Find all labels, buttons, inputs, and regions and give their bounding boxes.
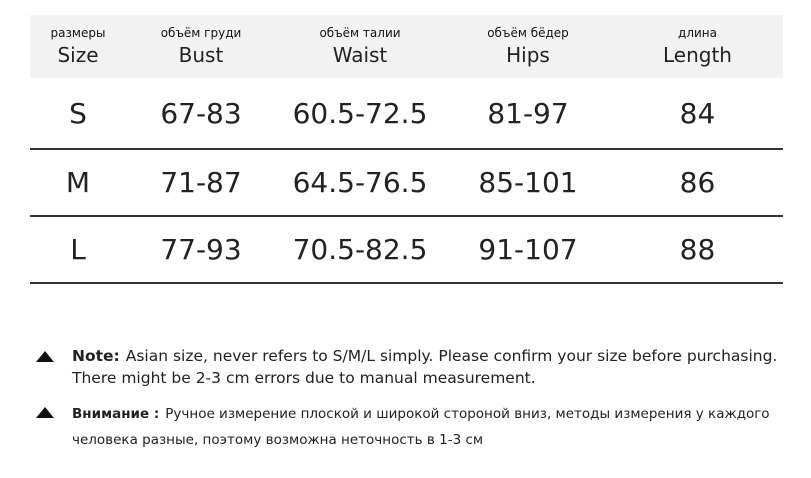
- table-cell: 88: [679, 233, 716, 266]
- table-row: S 67-83 60.5-72.5 81-97 84: [30, 78, 783, 150]
- note: Внимание : Ручное измерение плоской и шир…: [36, 401, 796, 453]
- table-cell: 91-107: [478, 233, 578, 266]
- header-cell: объём талии Waist: [276, 15, 444, 78]
- table-cell: 67-83: [160, 96, 242, 130]
- table-cell: 71-87: [160, 166, 242, 199]
- header-cell: длина Length: [612, 15, 783, 78]
- header-ru: объём груди: [160, 25, 242, 40]
- header-en: Length: [663, 42, 732, 67]
- note-label: Note:: [72, 347, 120, 365]
- table-cell: L: [70, 233, 86, 266]
- note: Note: Asian size, never refers to S/M/L s…: [36, 345, 796, 389]
- note-label: Внимание :: [72, 406, 160, 422]
- note-text: Внимание : Ручное измерение плоской и шир…: [72, 401, 796, 453]
- table-row: L 77-93 70.5-82.5 91-107 88: [30, 217, 783, 284]
- header-en: Hips: [506, 42, 550, 67]
- table-cell: 84: [679, 96, 716, 130]
- header-ru: размеры: [50, 25, 106, 40]
- header-ru: длина: [678, 25, 717, 40]
- header-ru: объём талии: [319, 25, 401, 40]
- header-en: Bust: [178, 42, 224, 67]
- table-cell: M: [65, 166, 91, 199]
- table-cell: 81-97: [487, 96, 569, 130]
- header-cell: объём бёдер Hips: [444, 15, 612, 78]
- note-icon: [36, 407, 54, 418]
- note-icon: [36, 351, 54, 362]
- header-cell: объём груди Bust: [126, 15, 276, 78]
- table-cell: 77-93: [160, 233, 242, 266]
- note-body: Asian size, never refers to S/M/L simply…: [72, 347, 778, 387]
- header-cell: размеры Size: [30, 15, 126, 78]
- note-text: Note: Asian size, never refers to S/M/L s…: [72, 345, 796, 389]
- notes: Note: Asian size, never refers to S/M/L s…: [36, 345, 796, 465]
- table-cell: S: [69, 96, 87, 130]
- table-row: M 71-87 64.5-76.5 85-101 86: [30, 150, 783, 217]
- table-cell: 70.5-82.5: [292, 233, 428, 266]
- header-en: Size: [57, 42, 99, 67]
- table-cell: 60.5-72.5: [292, 96, 428, 130]
- header-en: Waist: [332, 42, 388, 67]
- header-row: размеры Size объём груди Bust объём талии Wai…: [30, 15, 783, 78]
- table-cell: 85-101: [478, 166, 578, 199]
- table-cell: 86: [679, 166, 716, 199]
- size-table: размеры Size объём груди Bust объём талии Wai…: [30, 15, 783, 284]
- table-body: S 67-83 60.5-72.5 81-97 84 M 71-87 64.5-76.5 85-…: [30, 78, 783, 284]
- header-ru: объём бёдер: [487, 25, 569, 40]
- table-cell: 64.5-76.5: [292, 166, 428, 199]
- note-body: Ручное измерение плоской и широкой сторо…: [72, 406, 770, 448]
